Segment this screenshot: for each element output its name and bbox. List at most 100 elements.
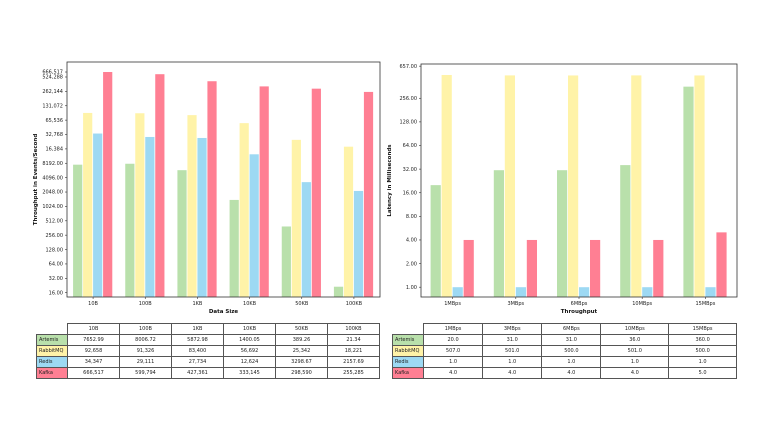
table-row: Redis 34,347 29,111 27,734 12,624 3298.67 2157… bbox=[36, 356, 380, 368]
table-cell: 7652.99 bbox=[67, 334, 120, 346]
bar-kafka bbox=[653, 239, 664, 297]
table-cell: 36.0 bbox=[600, 334, 670, 346]
table-cell: 4.0 bbox=[482, 367, 543, 379]
table-row: Kafka 666,517 599,794 427,361 333,145 298,590… bbox=[36, 367, 380, 379]
table-row-header: Redis bbox=[36, 356, 68, 368]
bar-redis bbox=[249, 154, 259, 297]
table-cell: 599,794 bbox=[119, 367, 172, 379]
table-cell: 501.0 bbox=[600, 345, 670, 357]
table-cell: 92,658 bbox=[67, 345, 120, 357]
x-tick-label: 1MBps bbox=[444, 301, 461, 307]
bar-rabbitmq bbox=[135, 113, 145, 297]
x-tick-label: 3MBps bbox=[507, 301, 524, 307]
table-cell: 8006.72 bbox=[119, 334, 172, 346]
bar-kafka bbox=[590, 239, 601, 297]
table-row: Artemis 7652.99 8006.72 5872.98 1400.05 389.2… bbox=[36, 334, 380, 346]
x-tick-label: 50KB bbox=[295, 301, 309, 307]
y-tick-label: 64.00 bbox=[49, 262, 63, 268]
y-tick-label: 32.00 bbox=[49, 276, 63, 282]
table-cell: 298,590 bbox=[275, 367, 328, 379]
y-tick-label: 524,288 bbox=[42, 75, 63, 81]
bar-artemis bbox=[493, 170, 504, 297]
table-cell: 27,734 bbox=[171, 356, 224, 368]
table-row-header: Kafka bbox=[36, 367, 68, 379]
table-cell: 5872.98 bbox=[171, 334, 224, 346]
plot-frame bbox=[66, 61, 381, 298]
table-column-header: 1KB bbox=[171, 323, 224, 335]
table-column-header: 1MBps bbox=[422, 323, 484, 335]
x-tick-label: 100B bbox=[139, 301, 153, 307]
table-cell: 501.0 bbox=[482, 345, 543, 357]
y-tick-label: 16.00 bbox=[403, 190, 417, 196]
bar-artemis bbox=[281, 226, 291, 297]
table-cell: 1.0 bbox=[482, 356, 543, 368]
bar-rabbitmq bbox=[239, 123, 249, 297]
table-cell: 1.0 bbox=[668, 356, 737, 368]
x-axis-label: Throughput bbox=[561, 309, 598, 315]
table-row: Kafka 4.0 4.0 4.0 4.0 5.0 bbox=[392, 367, 737, 379]
bar-rabbitmq bbox=[343, 146, 354, 297]
table-cell: 507.0 bbox=[422, 345, 484, 357]
x-tick-label: 10B bbox=[88, 301, 98, 307]
y-tick-label: 256.00 bbox=[400, 96, 418, 102]
table-cell: 31.0 bbox=[541, 334, 602, 346]
bar-kafka bbox=[311, 88, 321, 297]
table-column-header: 10B bbox=[67, 323, 120, 335]
bar-redis bbox=[301, 182, 311, 297]
bar-artemis bbox=[125, 163, 135, 297]
y-tick-label: 1024.00 bbox=[42, 204, 63, 210]
table-cell: 25,342 bbox=[275, 345, 328, 357]
latency-chart: 1MBps 3MBps 6MBps 10MBps 15MBps 1.00 2.00 4.00 8… bbox=[387, 63, 738, 315]
table-cell: 333,145 bbox=[223, 367, 276, 379]
bar-kafka bbox=[463, 239, 474, 297]
throughput-table: 10B 100B 1KB 10KB 50KB 100KB Artemis 7652.99 800… bbox=[36, 323, 380, 379]
table-cell: 83,400 bbox=[171, 345, 224, 357]
y-tick-label: 666,517 bbox=[42, 70, 63, 76]
bar-redis bbox=[197, 137, 207, 297]
bar-kafka bbox=[526, 239, 537, 297]
table-cell: 427,361 bbox=[171, 367, 224, 379]
table-cell: 500.0 bbox=[541, 345, 602, 357]
bar-rabbitmq bbox=[83, 112, 93, 297]
throughput-chart: 10B 100B 1KB 10KB 50KB 100KB 16.00 32.00 64.00 12… bbox=[33, 61, 381, 315]
table-cell: 29,111 bbox=[119, 356, 172, 368]
table-cell: 20.0 bbox=[422, 334, 484, 346]
y-tick-label: 64.00 bbox=[403, 143, 417, 149]
table-column-header: 3MBps bbox=[482, 323, 543, 335]
y-tick-label: 131,072 bbox=[42, 103, 63, 109]
y-tick-label: 512.00 bbox=[46, 218, 64, 224]
table-row: RabbitMQ 92,658 91,326 83,400 56,692 25,342 18… bbox=[36, 345, 380, 357]
bar-redis bbox=[93, 133, 103, 297]
x-axis-label: Data Size bbox=[209, 309, 239, 315]
y-tick-label: 8192.00 bbox=[42, 161, 63, 167]
y-tick-label: 2048.00 bbox=[42, 190, 63, 196]
table-column-header: 6MBps bbox=[541, 323, 602, 335]
y-tick-label: 4.00 bbox=[406, 238, 417, 244]
table-cell: 18,221 bbox=[327, 345, 380, 357]
bar-artemis bbox=[73, 164, 83, 297]
table-row-header: RabbitMQ bbox=[36, 345, 68, 357]
bar-redis bbox=[515, 287, 526, 297]
table-cell: 1.0 bbox=[422, 356, 484, 368]
y-tick-label: 657.00 bbox=[400, 64, 418, 70]
bar-redis bbox=[452, 287, 463, 297]
x-tick-label: 10MBps bbox=[632, 301, 652, 307]
bar-kafka bbox=[259, 86, 269, 297]
table-column-header: 50KB bbox=[275, 323, 328, 335]
table-column-header: 100KB bbox=[327, 323, 380, 335]
table-column-header: 10MBps bbox=[600, 323, 670, 335]
x-tick-label: 15MBps bbox=[695, 301, 715, 307]
table-cell: 389.26 bbox=[275, 334, 328, 346]
plot-frame bbox=[420, 63, 738, 298]
y-axis-label: Latency in Milliseconds bbox=[387, 144, 393, 217]
y-tick-label: 16.00 bbox=[49, 290, 63, 296]
table-cell: 360.0 bbox=[668, 334, 737, 346]
table-cell: 4.0 bbox=[600, 367, 670, 379]
table-cell: 91,326 bbox=[119, 345, 172, 357]
table-header-row: 10B 100B 1KB 10KB 50KB 100KB bbox=[37, 323, 380, 335]
y-tick-label: 256.00 bbox=[46, 233, 64, 239]
table-cell: 5.0 bbox=[668, 367, 737, 379]
bar-kafka bbox=[155, 74, 165, 297]
bar-artemis bbox=[620, 165, 631, 297]
y-tick-label: 65,536 bbox=[46, 118, 64, 124]
